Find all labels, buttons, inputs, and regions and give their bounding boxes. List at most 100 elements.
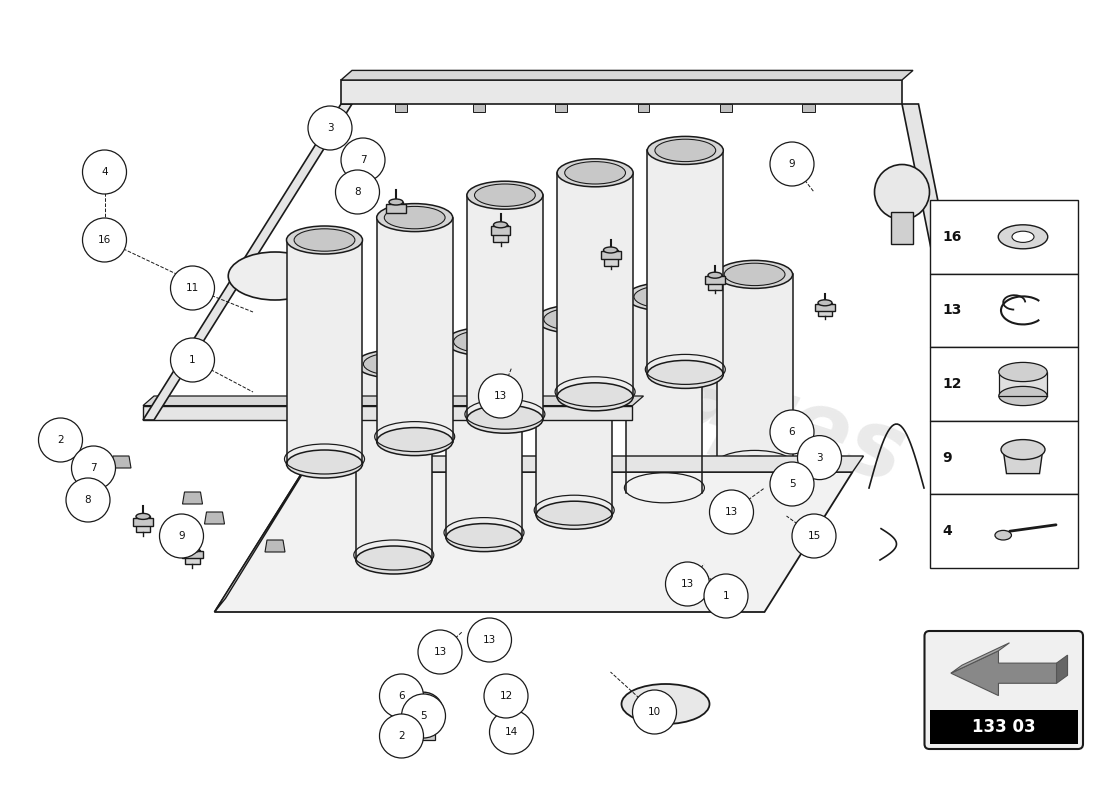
- Polygon shape: [815, 304, 835, 310]
- Circle shape: [468, 618, 512, 662]
- Circle shape: [170, 266, 214, 310]
- Polygon shape: [143, 104, 352, 420]
- Ellipse shape: [384, 206, 446, 229]
- Text: 14: 14: [505, 727, 518, 737]
- Ellipse shape: [286, 450, 363, 478]
- Polygon shape: [396, 104, 407, 112]
- Circle shape: [379, 674, 424, 718]
- Circle shape: [336, 170, 380, 214]
- Ellipse shape: [557, 158, 634, 186]
- Ellipse shape: [1012, 231, 1034, 242]
- Circle shape: [798, 435, 842, 480]
- Polygon shape: [716, 274, 793, 470]
- Ellipse shape: [564, 162, 626, 184]
- Polygon shape: [803, 104, 814, 112]
- Text: 9: 9: [789, 159, 795, 169]
- Ellipse shape: [417, 709, 430, 715]
- Polygon shape: [414, 713, 433, 719]
- Text: 13: 13: [943, 303, 962, 318]
- Text: 8: 8: [354, 187, 361, 197]
- Ellipse shape: [604, 247, 617, 253]
- Text: 5: 5: [420, 711, 427, 721]
- Ellipse shape: [536, 306, 613, 334]
- Polygon shape: [446, 342, 522, 538]
- Ellipse shape: [446, 523, 522, 552]
- Circle shape: [160, 514, 204, 558]
- FancyBboxPatch shape: [930, 494, 1078, 568]
- Ellipse shape: [474, 184, 536, 206]
- Polygon shape: [286, 240, 363, 464]
- Text: 13: 13: [681, 579, 694, 589]
- Polygon shape: [302, 456, 864, 472]
- Text: 13: 13: [483, 635, 496, 645]
- Ellipse shape: [999, 386, 1047, 406]
- Ellipse shape: [494, 222, 507, 228]
- Circle shape: [418, 630, 462, 674]
- Ellipse shape: [466, 406, 543, 434]
- Polygon shape: [186, 550, 199, 564]
- Polygon shape: [412, 720, 434, 740]
- Polygon shape: [341, 70, 913, 80]
- Polygon shape: [341, 94, 363, 104]
- Circle shape: [770, 142, 814, 186]
- Polygon shape: [473, 104, 484, 112]
- Polygon shape: [950, 643, 1010, 673]
- Text: 13: 13: [725, 507, 738, 517]
- Text: ares: ares: [668, 345, 916, 503]
- Ellipse shape: [543, 308, 605, 330]
- Polygon shape: [556, 104, 566, 112]
- FancyBboxPatch shape: [930, 347, 1078, 421]
- Circle shape: [39, 418, 82, 462]
- Circle shape: [874, 165, 929, 219]
- Polygon shape: [536, 319, 613, 515]
- Polygon shape: [1003, 450, 1043, 474]
- Circle shape: [666, 562, 710, 606]
- Ellipse shape: [229, 252, 321, 300]
- Circle shape: [82, 150, 126, 194]
- Polygon shape: [720, 104, 732, 112]
- Text: 133 03: 133 03: [972, 718, 1035, 736]
- Polygon shape: [183, 492, 202, 504]
- Circle shape: [632, 690, 676, 734]
- FancyBboxPatch shape: [924, 631, 1084, 749]
- Ellipse shape: [621, 684, 710, 724]
- FancyBboxPatch shape: [930, 421, 1078, 494]
- Polygon shape: [466, 195, 543, 419]
- Text: 16: 16: [98, 235, 111, 245]
- Ellipse shape: [557, 383, 634, 411]
- Polygon shape: [205, 512, 224, 524]
- Ellipse shape: [626, 478, 703, 507]
- Ellipse shape: [286, 226, 363, 254]
- Polygon shape: [708, 275, 722, 290]
- Polygon shape: [183, 550, 202, 558]
- Polygon shape: [638, 104, 649, 112]
- Text: 13: 13: [494, 391, 507, 401]
- Polygon shape: [355, 364, 432, 560]
- Text: 9: 9: [943, 450, 953, 465]
- Text: 3: 3: [816, 453, 823, 462]
- Polygon shape: [81, 479, 95, 496]
- Text: 12: 12: [499, 691, 513, 701]
- Circle shape: [404, 692, 443, 732]
- Circle shape: [308, 106, 352, 150]
- Polygon shape: [389, 202, 403, 220]
- Ellipse shape: [376, 427, 453, 455]
- Polygon shape: [999, 372, 1047, 396]
- Text: 11: 11: [186, 283, 199, 293]
- Circle shape: [770, 462, 814, 506]
- Polygon shape: [902, 104, 957, 296]
- Circle shape: [704, 574, 748, 618]
- Text: since 1985: since 1985: [537, 529, 739, 623]
- Ellipse shape: [294, 229, 355, 251]
- Polygon shape: [214, 472, 853, 612]
- Polygon shape: [705, 276, 725, 284]
- Ellipse shape: [626, 282, 703, 310]
- FancyBboxPatch shape: [930, 274, 1078, 347]
- Polygon shape: [601, 251, 620, 259]
- Ellipse shape: [536, 501, 613, 530]
- Text: 13: 13: [433, 647, 447, 657]
- Circle shape: [402, 694, 446, 738]
- Text: 1: 1: [189, 355, 196, 365]
- Circle shape: [72, 446, 116, 490]
- Polygon shape: [604, 250, 617, 266]
